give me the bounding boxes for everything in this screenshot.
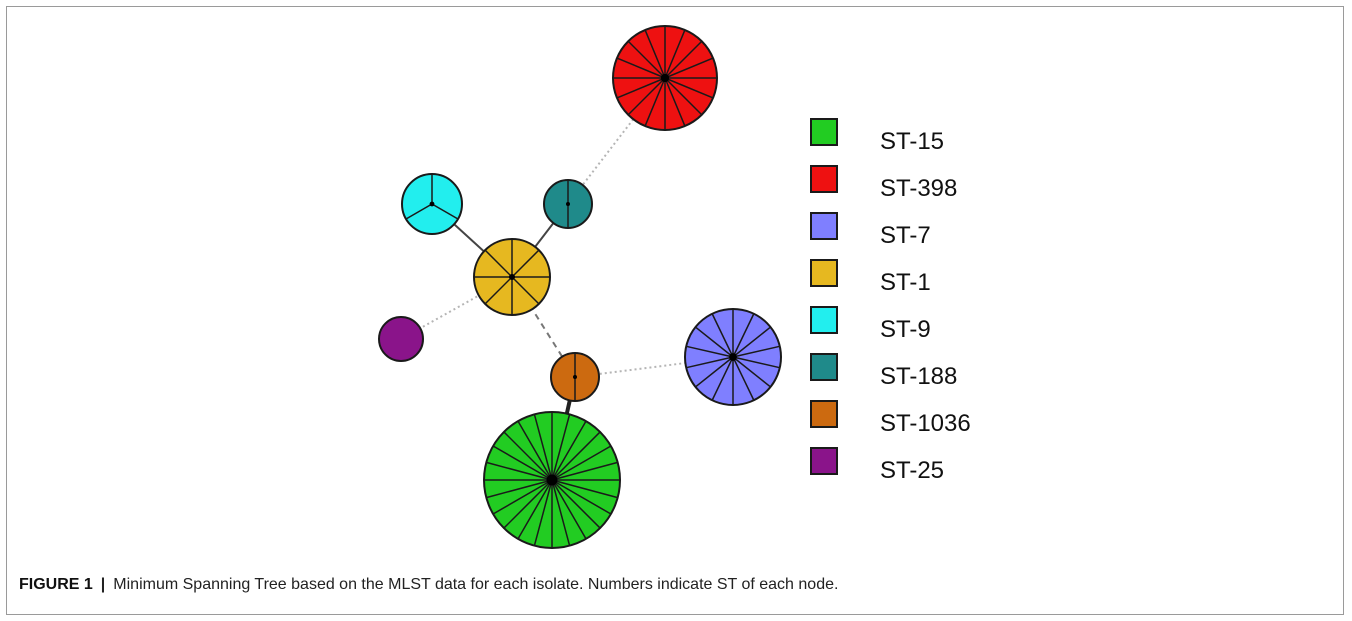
caption-separator: | — [100, 576, 106, 593]
legend-swatch — [810, 306, 838, 334]
node-st-9 — [401, 173, 463, 235]
node-st-25 — [378, 316, 424, 362]
legend-swatch — [810, 165, 838, 193]
figure-label: FIGURE 1 — [19, 576, 93, 593]
legend-label: ST-25 — [880, 457, 945, 484]
legend-label: ST-188 — [880, 363, 958, 390]
node-st-7 — [684, 308, 782, 406]
legend-label: ST-7 — [880, 222, 931, 249]
edge-st-1036-st-7 — [574, 356, 734, 378]
node-st-188 — [543, 179, 593, 229]
tree-nodes — [378, 25, 782, 549]
edge-st-1-st-1036 — [511, 276, 576, 378]
node-st-1 — [473, 238, 551, 316]
edge-st-188-st-398 — [567, 77, 666, 205]
legend-swatch — [810, 447, 838, 475]
node-st-15 — [483, 411, 621, 549]
legend-swatch — [810, 212, 838, 240]
legend-label: ST-1 — [880, 269, 931, 296]
legend-label: ST-1036 — [880, 410, 971, 437]
legend-swatch — [810, 259, 838, 287]
caption-text: Minimum Spanning Tree based on the MLST … — [113, 576, 839, 593]
node-st-398 — [612, 25, 718, 131]
legend-label: ST-398 — [880, 175, 958, 202]
figure-caption: FIGURE 1 | Minimum Spanning Tree based on … — [19, 576, 838, 594]
legend-label: ST-9 — [880, 316, 931, 343]
legend-label: ST-15 — [880, 128, 945, 155]
legend-swatch — [810, 353, 838, 381]
legend-swatch — [810, 118, 838, 146]
node-st-1036 — [550, 352, 600, 402]
legend-swatch — [810, 400, 838, 428]
